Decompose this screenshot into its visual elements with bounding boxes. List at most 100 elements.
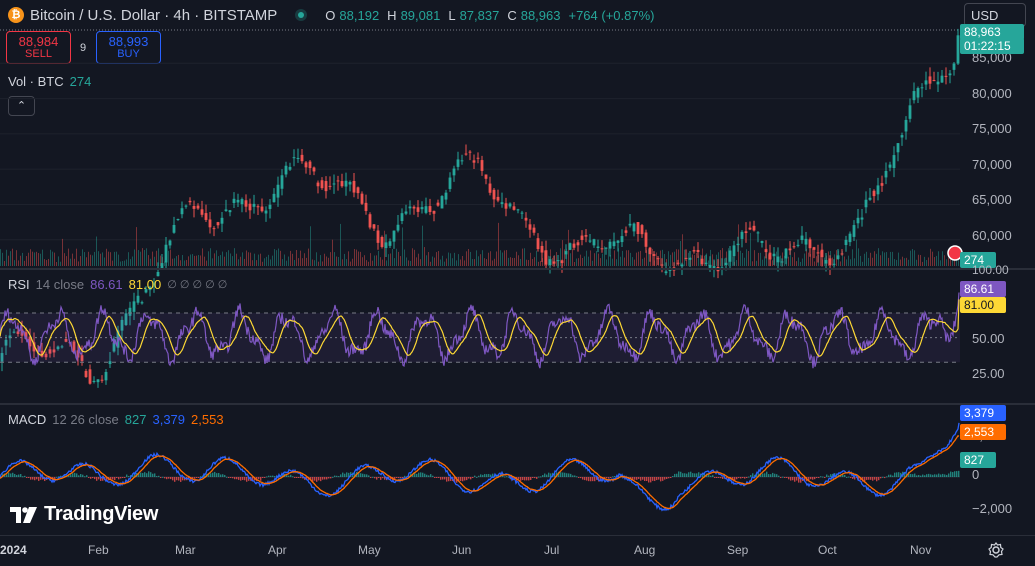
volume-bar xyxy=(900,259,901,266)
candle-body xyxy=(540,245,544,253)
macd-histogram-bar xyxy=(668,477,670,479)
volume-bar xyxy=(600,258,601,266)
volume-bar xyxy=(104,257,105,266)
macd-histogram-bar xyxy=(322,477,324,480)
volume-bar xyxy=(662,249,663,266)
macd-histogram-bar xyxy=(366,474,368,477)
macd-histogram-bar xyxy=(482,474,484,477)
volume-bar xyxy=(380,257,381,266)
candle-body xyxy=(156,272,160,277)
volume-bar xyxy=(610,255,611,266)
macd-histogram-bar xyxy=(106,477,108,482)
macd-histogram-bar xyxy=(100,477,102,482)
volume-bar xyxy=(346,259,347,266)
pane-divider[interactable] xyxy=(0,403,1035,405)
volume-bar xyxy=(624,257,625,266)
macd-histogram-bar xyxy=(314,477,316,481)
price-chart-pane[interactable] xyxy=(0,0,1035,388)
volume-bar xyxy=(386,260,387,266)
macd-histogram-bar xyxy=(74,472,76,477)
volume-bar xyxy=(350,261,351,266)
macd-histogram-bar xyxy=(402,477,404,478)
rsi-legend[interactable]: RSI 14 close 86.61 81.00 ∅ ∅ ∅ ∅ ∅ xyxy=(8,277,227,292)
volume-bar xyxy=(896,259,897,266)
macd-histogram-bar xyxy=(124,477,126,478)
settings-gear-icon[interactable] xyxy=(988,542,1004,558)
volume-bar xyxy=(82,249,83,266)
volume-legend[interactable]: Vol · BTC 274 xyxy=(8,74,91,89)
volume-bar xyxy=(188,256,189,266)
candle-body xyxy=(312,167,316,172)
volume-bar xyxy=(598,253,599,266)
candle-body xyxy=(440,196,444,209)
macd-histogram-bar xyxy=(302,477,304,479)
volume-bar xyxy=(430,261,431,266)
ohlc-change-value: +764 (+0.87%) xyxy=(568,7,655,23)
volume-bar xyxy=(248,252,249,266)
volume-bar xyxy=(488,252,489,266)
candle-body xyxy=(448,177,452,189)
macd-histogram-bar xyxy=(58,476,60,478)
macd-histogram-bar xyxy=(344,473,346,477)
candle-body xyxy=(288,166,292,170)
price-axis-tick: 70,000 xyxy=(972,157,1012,172)
volume-bar xyxy=(456,260,457,266)
macd-histogram-bar xyxy=(204,473,206,477)
volume-bar xyxy=(570,253,571,266)
volume-bar xyxy=(902,256,903,266)
rsi-pane[interactable] xyxy=(0,270,1035,404)
macd-histogram-bar xyxy=(88,477,90,478)
symbol-title[interactable]: Bitcoin / U.S. Dollar · 4h · BITSTAMP xyxy=(30,6,278,24)
volume-bar xyxy=(596,250,597,266)
currency-select[interactable]: USD xyxy=(964,3,1026,27)
volume-bar xyxy=(262,261,263,266)
tradingview-logo[interactable]: TradingView xyxy=(10,503,158,526)
volume-bar xyxy=(576,258,577,266)
macd-histogram-bar xyxy=(426,474,428,477)
volume-bar xyxy=(678,249,679,266)
macd-histogram-bar xyxy=(770,474,772,477)
ohlc-open-value: 88,192 xyxy=(339,7,380,23)
candle-body xyxy=(248,203,252,211)
macd-histogram-bar xyxy=(634,477,636,480)
macd-histogram-bar xyxy=(924,475,926,477)
market-open-status-icon[interactable] xyxy=(295,9,308,21)
macd-legend[interactable]: MACD 12 26 close 827 3,379 2,553 xyxy=(8,412,224,427)
candle-body xyxy=(192,205,196,209)
volume-bar xyxy=(170,249,171,266)
volume-bar xyxy=(518,255,519,266)
candle-body xyxy=(200,209,204,215)
collapse-legend-button[interactable]: ⌃ xyxy=(8,96,35,116)
pane-divider[interactable] xyxy=(0,268,1035,270)
candle-body xyxy=(628,223,632,226)
macd-histogram-bar xyxy=(306,477,308,480)
candle-body xyxy=(172,224,176,233)
volume-bar xyxy=(408,260,409,266)
macd-histogram-bar xyxy=(676,473,678,477)
candle-body xyxy=(64,338,68,342)
candle-body xyxy=(24,332,28,339)
bitcoin-logo-icon: ₿ xyxy=(8,7,24,23)
volume-bar xyxy=(756,260,757,266)
volume-bar xyxy=(470,251,471,266)
macd-pane[interactable] xyxy=(0,405,1035,535)
volume-bar xyxy=(850,259,851,266)
volume-bar xyxy=(182,255,183,266)
volume-bar xyxy=(642,258,643,266)
macd-histogram-bar xyxy=(846,476,848,478)
macd-histogram-bar xyxy=(926,474,928,477)
volume-bar xyxy=(848,255,849,266)
macd-histogram-bar xyxy=(954,471,956,477)
volume-bar xyxy=(94,251,95,266)
candle-body xyxy=(776,256,780,263)
macd-histogram-bar xyxy=(736,477,738,480)
macd-histogram-bar xyxy=(134,472,136,477)
volume-bar xyxy=(360,251,361,266)
volume-bar xyxy=(50,249,51,266)
signal-value-tag: 2,553 xyxy=(960,424,1006,440)
volume-bar xyxy=(90,254,91,266)
volume-bar xyxy=(400,256,401,266)
volume-bar xyxy=(876,253,877,266)
volume-bar xyxy=(548,255,549,266)
macd-histogram-bar xyxy=(674,473,676,477)
